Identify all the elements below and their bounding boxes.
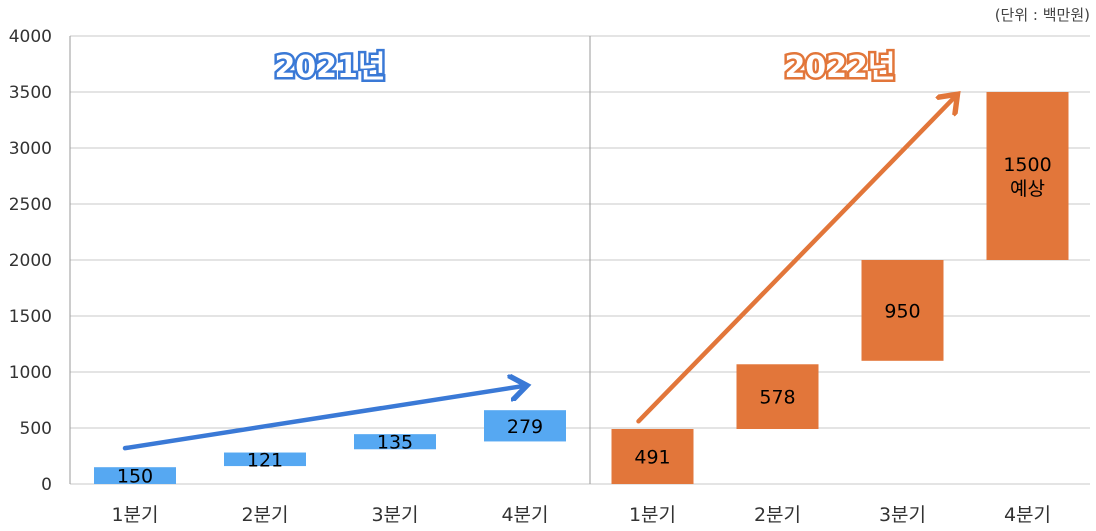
data-label: 491	[634, 447, 670, 469]
y-tick-label: 3500	[9, 83, 52, 103]
x-axis-categories: 1분기 2분기 3분기 4분기 1분기 2분기 3분기 4분기	[111, 504, 1051, 526]
data-label: 150	[117, 466, 153, 488]
data-label: 135	[377, 432, 413, 454]
y-axis-ticks: 0 500 1000 1500 2000 2500 3000 3500 4000	[9, 27, 52, 495]
x-category-label: 2분기	[754, 504, 801, 526]
bar	[224, 452, 306, 467]
trend-arrows	[122, 94, 958, 451]
data-label: 950	[884, 300, 920, 322]
y-tick-label: 500	[20, 419, 52, 439]
y-tick-label: 0	[41, 475, 52, 495]
bar	[484, 410, 566, 442]
bars	[94, 92, 1069, 484]
y-tick-label: 1000	[9, 363, 52, 383]
bar	[986, 92, 1069, 260]
panel-title: 2022년	[784, 50, 895, 85]
data-label: 578	[759, 387, 795, 409]
unit-label: (단위 : 백만원)	[995, 6, 1090, 24]
data-labels: 150 121 135 279 491 578 950 1500 예상	[117, 154, 1052, 488]
x-category-label: 1분기	[629, 504, 676, 526]
bar	[94, 467, 176, 484]
y-tick-label: 2000	[9, 251, 52, 271]
bar	[861, 260, 944, 361]
y-tick-label: 1500	[9, 307, 52, 327]
y-tick-label: 4000	[9, 27, 52, 47]
y-tick-label: 2500	[9, 195, 52, 215]
x-category-label: 2분기	[241, 504, 288, 526]
y-tick-label: 3000	[9, 139, 52, 159]
x-category-label: 1분기	[111, 504, 158, 526]
data-label: 121	[247, 449, 283, 471]
data-label: 279	[507, 416, 543, 438]
x-category-label: 3분기	[371, 504, 418, 526]
x-category-label: 4분기	[501, 504, 548, 526]
bar	[611, 429, 694, 484]
panel-title: 2021년	[274, 50, 385, 85]
x-category-label: 4분기	[1004, 504, 1051, 526]
data-label: 1500 예상	[1003, 154, 1051, 200]
x-category-label: 3분기	[879, 504, 926, 526]
trend-arrow	[636, 94, 958, 424]
trend-arrow	[122, 385, 527, 451]
bar	[736, 364, 819, 430]
panel-titles: 2021년 2022년	[272, 48, 898, 88]
bar	[354, 434, 436, 450]
